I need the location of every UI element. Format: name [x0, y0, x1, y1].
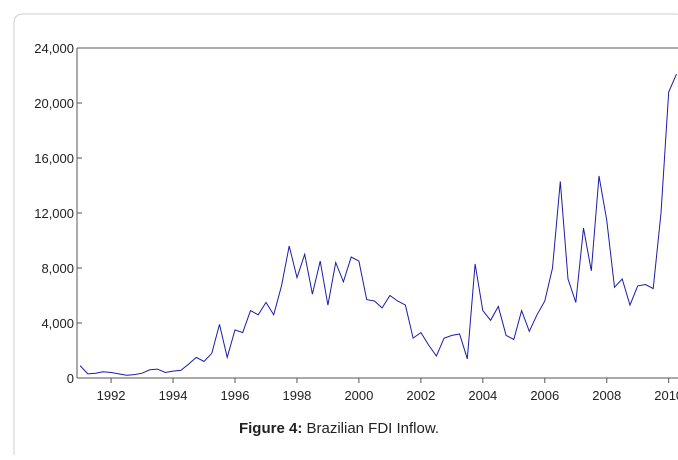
- series-line: [79, 73, 677, 376]
- y-tick-label: 0: [67, 371, 74, 386]
- x-tick-label: 2000: [344, 388, 373, 403]
- frame: [13, 13, 678, 460]
- x-tick-label: 1996: [221, 388, 250, 403]
- caption: Figure 4: Brazilian FDI Inflow.: [239, 420, 439, 437]
- x-tick-label: 1998: [282, 388, 311, 403]
- caption-text: Brazilian FDI Inflow.: [306, 420, 439, 437]
- y-tick-label: 16,000: [34, 151, 74, 166]
- y-tick-label: 12,000: [34, 206, 74, 221]
- x-tick-label: 2002: [406, 388, 435, 403]
- y-tick-label: 24,000: [34, 41, 74, 56]
- y-tick-label: 4,000: [41, 316, 74, 331]
- x-tick-label: 1994: [159, 388, 188, 403]
- x-tick-label: 2010: [654, 388, 678, 403]
- x-tick-label: 2006: [530, 388, 559, 403]
- y-tick-label: 8,000: [41, 261, 74, 276]
- y-tick-label: 20,000: [34, 96, 74, 111]
- x-tick-label: 2008: [592, 388, 621, 403]
- caption-label: Figure 4:: [239, 420, 302, 437]
- x-tick-label: 2004: [468, 388, 497, 403]
- x-tick-label: 1992: [97, 388, 126, 403]
